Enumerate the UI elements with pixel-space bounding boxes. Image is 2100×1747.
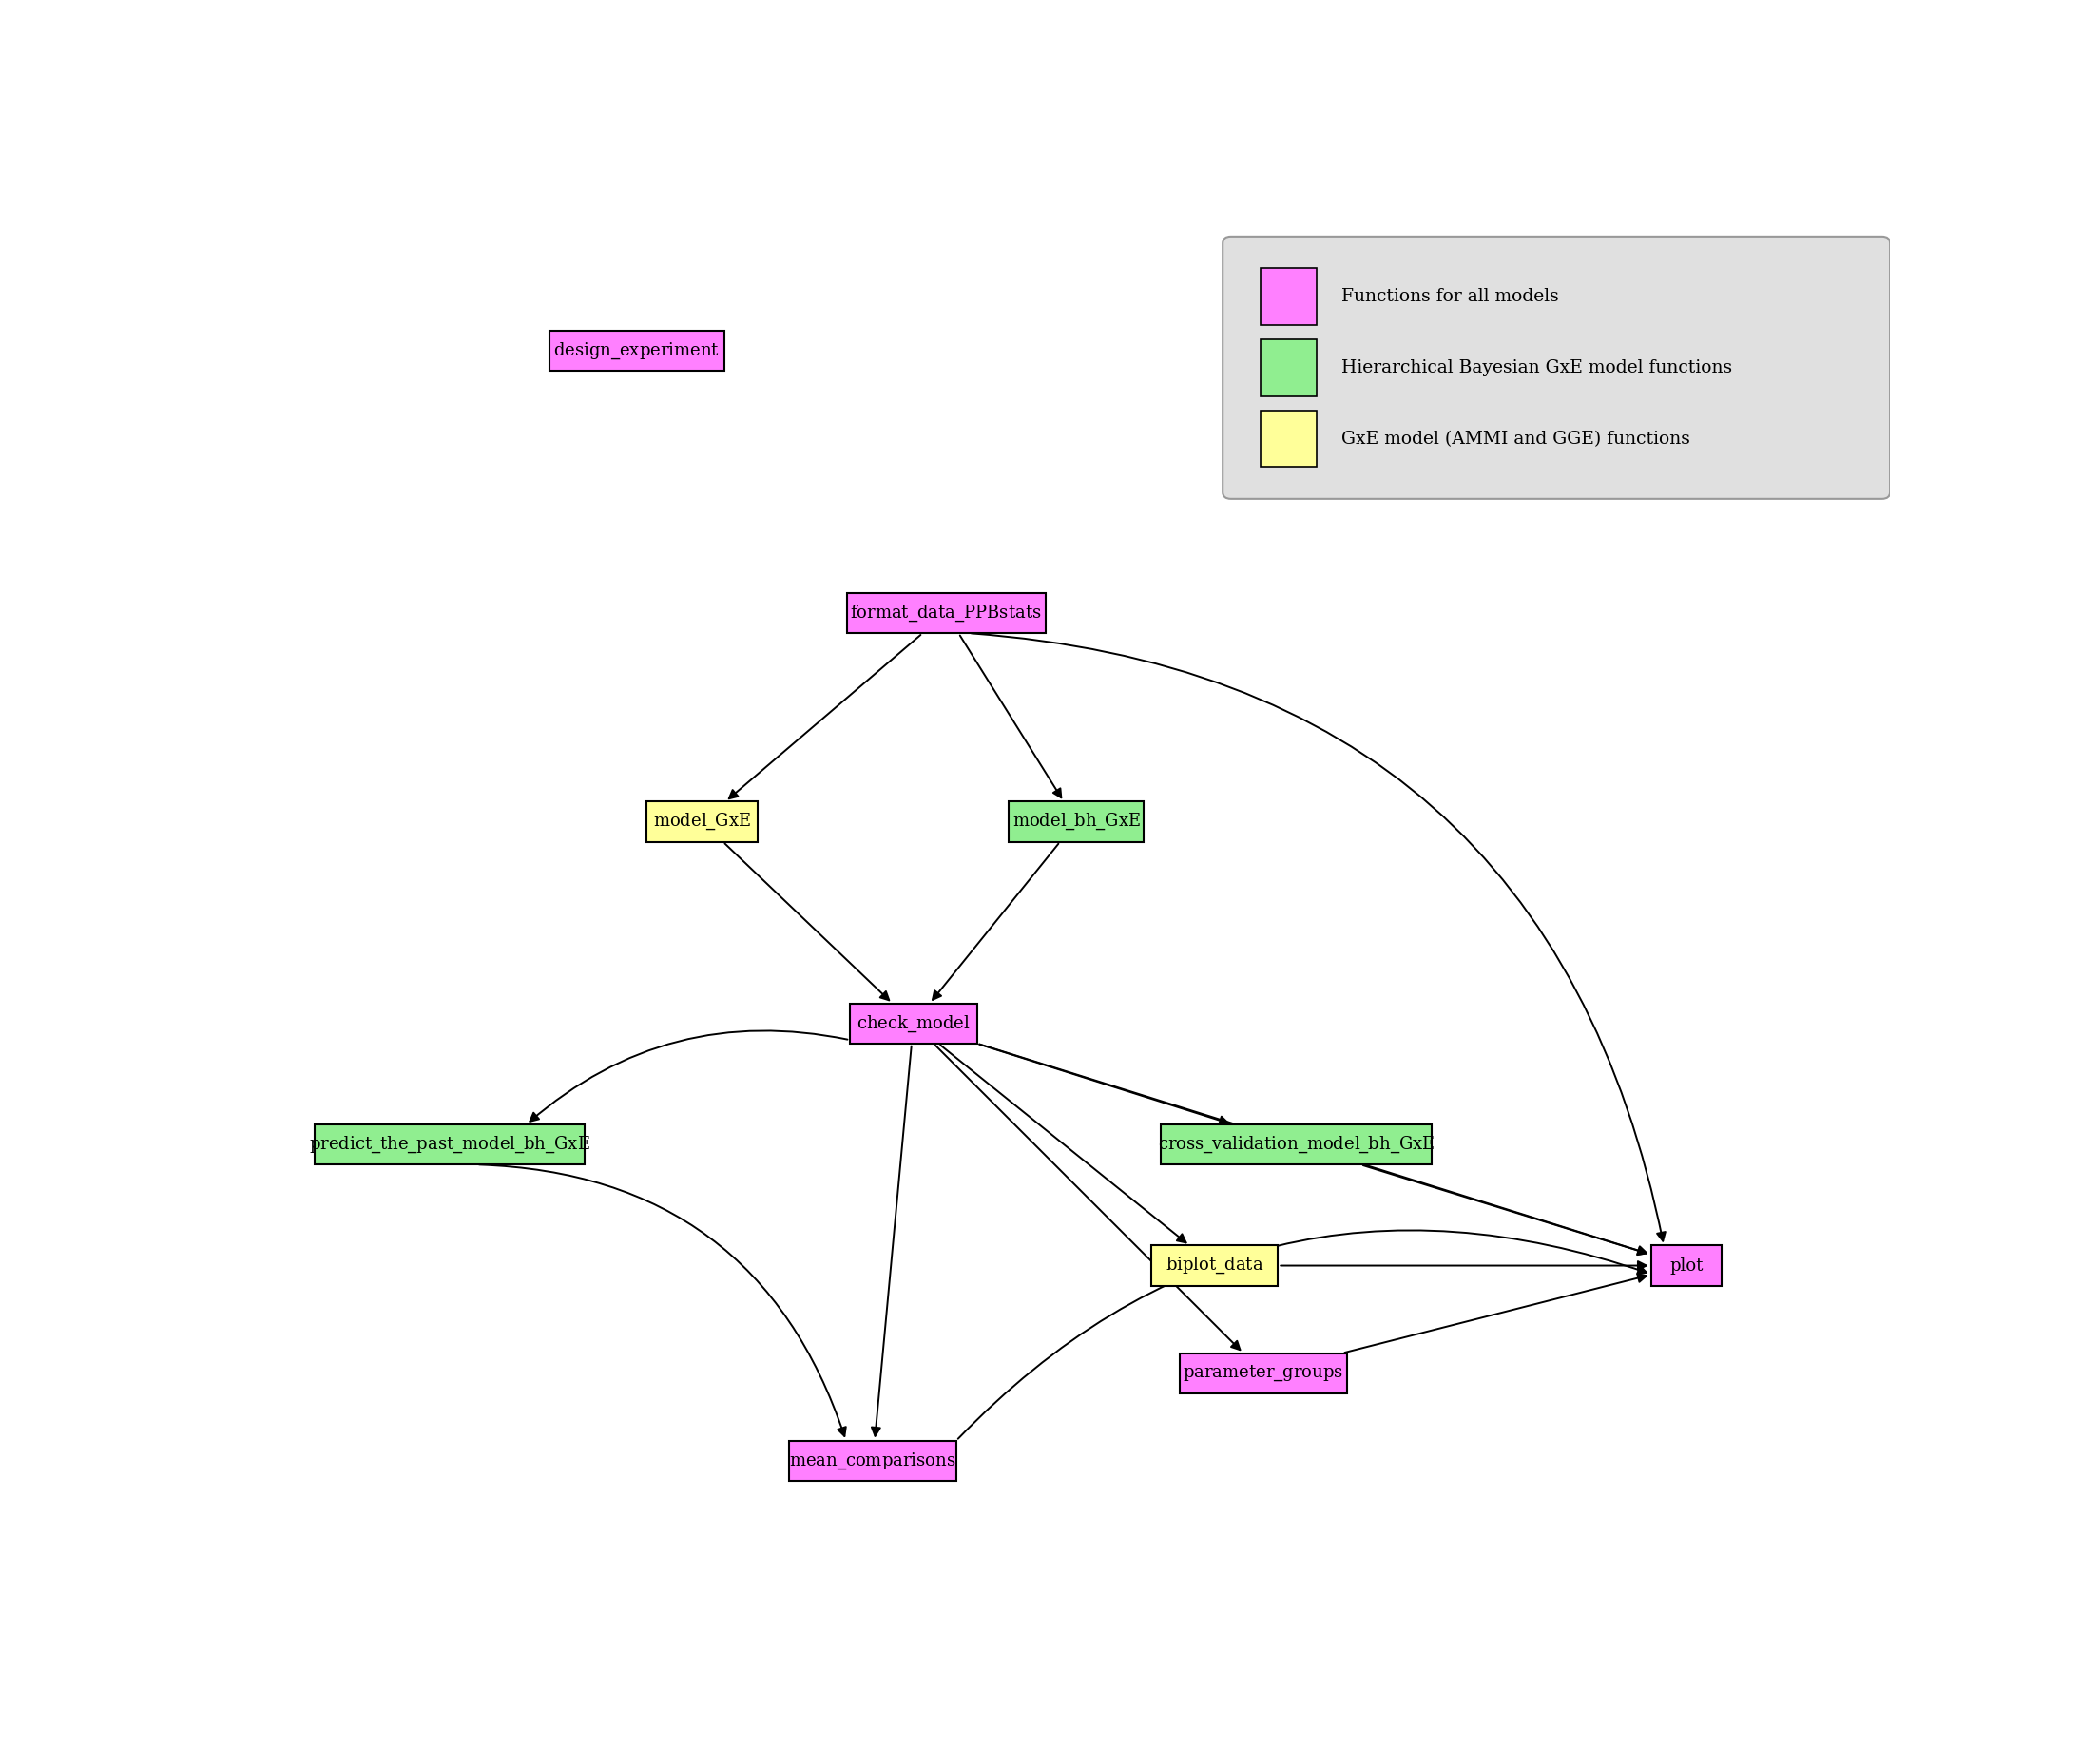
Text: model$\_$GxE: model$\_$GxE [653, 811, 752, 832]
FancyBboxPatch shape [1651, 1246, 1722, 1286]
FancyArrowPatch shape [979, 1045, 1228, 1125]
FancyBboxPatch shape [647, 802, 758, 842]
Text: predict$\_$the$\_$past$\_$model$\_$bh$\_$GxE: predict$\_$the$\_$past$\_$model$\_$bh$\_… [309, 1134, 590, 1155]
Text: Hierarchical Bayesian GxE model functions: Hierarchical Bayesian GxE model function… [1342, 360, 1732, 376]
FancyArrowPatch shape [729, 634, 920, 798]
FancyArrowPatch shape [960, 636, 1060, 798]
FancyBboxPatch shape [1222, 236, 1890, 500]
Text: mean$\_$comparisons: mean$\_$comparisons [790, 1450, 956, 1471]
FancyBboxPatch shape [1260, 339, 1317, 397]
Text: Functions for all models: Functions for all models [1342, 288, 1558, 306]
FancyArrowPatch shape [1281, 1261, 1646, 1270]
Text: biplot$\_$data: biplot$\_$data [1166, 1256, 1264, 1275]
FancyBboxPatch shape [1260, 269, 1317, 325]
FancyBboxPatch shape [1161, 1125, 1432, 1165]
Text: plot: plot [1670, 1258, 1703, 1274]
FancyArrowPatch shape [871, 1046, 911, 1436]
FancyArrowPatch shape [1363, 1165, 1646, 1254]
FancyArrowPatch shape [941, 1045, 1186, 1242]
FancyBboxPatch shape [790, 1441, 956, 1481]
Text: check$\_$model: check$\_$model [857, 1013, 970, 1034]
FancyArrowPatch shape [529, 1031, 848, 1122]
FancyArrowPatch shape [932, 844, 1058, 999]
Text: parameter$\_$groups: parameter$\_$groups [1182, 1363, 1344, 1384]
FancyBboxPatch shape [1008, 802, 1144, 842]
Text: cross$\_$validation$\_$model$\_$bh$\_$GxE: cross$\_$validation$\_$model$\_$bh$\_$Gx… [1157, 1134, 1434, 1155]
FancyBboxPatch shape [1260, 411, 1317, 466]
FancyArrowPatch shape [972, 634, 1665, 1240]
FancyBboxPatch shape [851, 1003, 977, 1043]
FancyArrowPatch shape [724, 844, 888, 1001]
FancyArrowPatch shape [958, 1230, 1646, 1440]
FancyArrowPatch shape [979, 1045, 1646, 1254]
FancyBboxPatch shape [1151, 1246, 1279, 1286]
FancyBboxPatch shape [1180, 1354, 1346, 1394]
Text: format$\_$data$\_$PPBstats: format$\_$data$\_$PPBstats [851, 603, 1042, 624]
FancyBboxPatch shape [846, 594, 1046, 632]
FancyBboxPatch shape [550, 330, 724, 370]
Text: model$\_$bh$\_$GxE: model$\_$bh$\_$GxE [1012, 811, 1140, 832]
FancyArrowPatch shape [934, 1045, 1241, 1350]
Text: GxE model (AMMI and GGE) functions: GxE model (AMMI and GGE) functions [1342, 430, 1690, 447]
FancyBboxPatch shape [315, 1125, 586, 1165]
FancyArrowPatch shape [479, 1165, 846, 1436]
FancyArrowPatch shape [1344, 1274, 1646, 1352]
Text: design$\_$experiment: design$\_$experiment [554, 341, 720, 362]
